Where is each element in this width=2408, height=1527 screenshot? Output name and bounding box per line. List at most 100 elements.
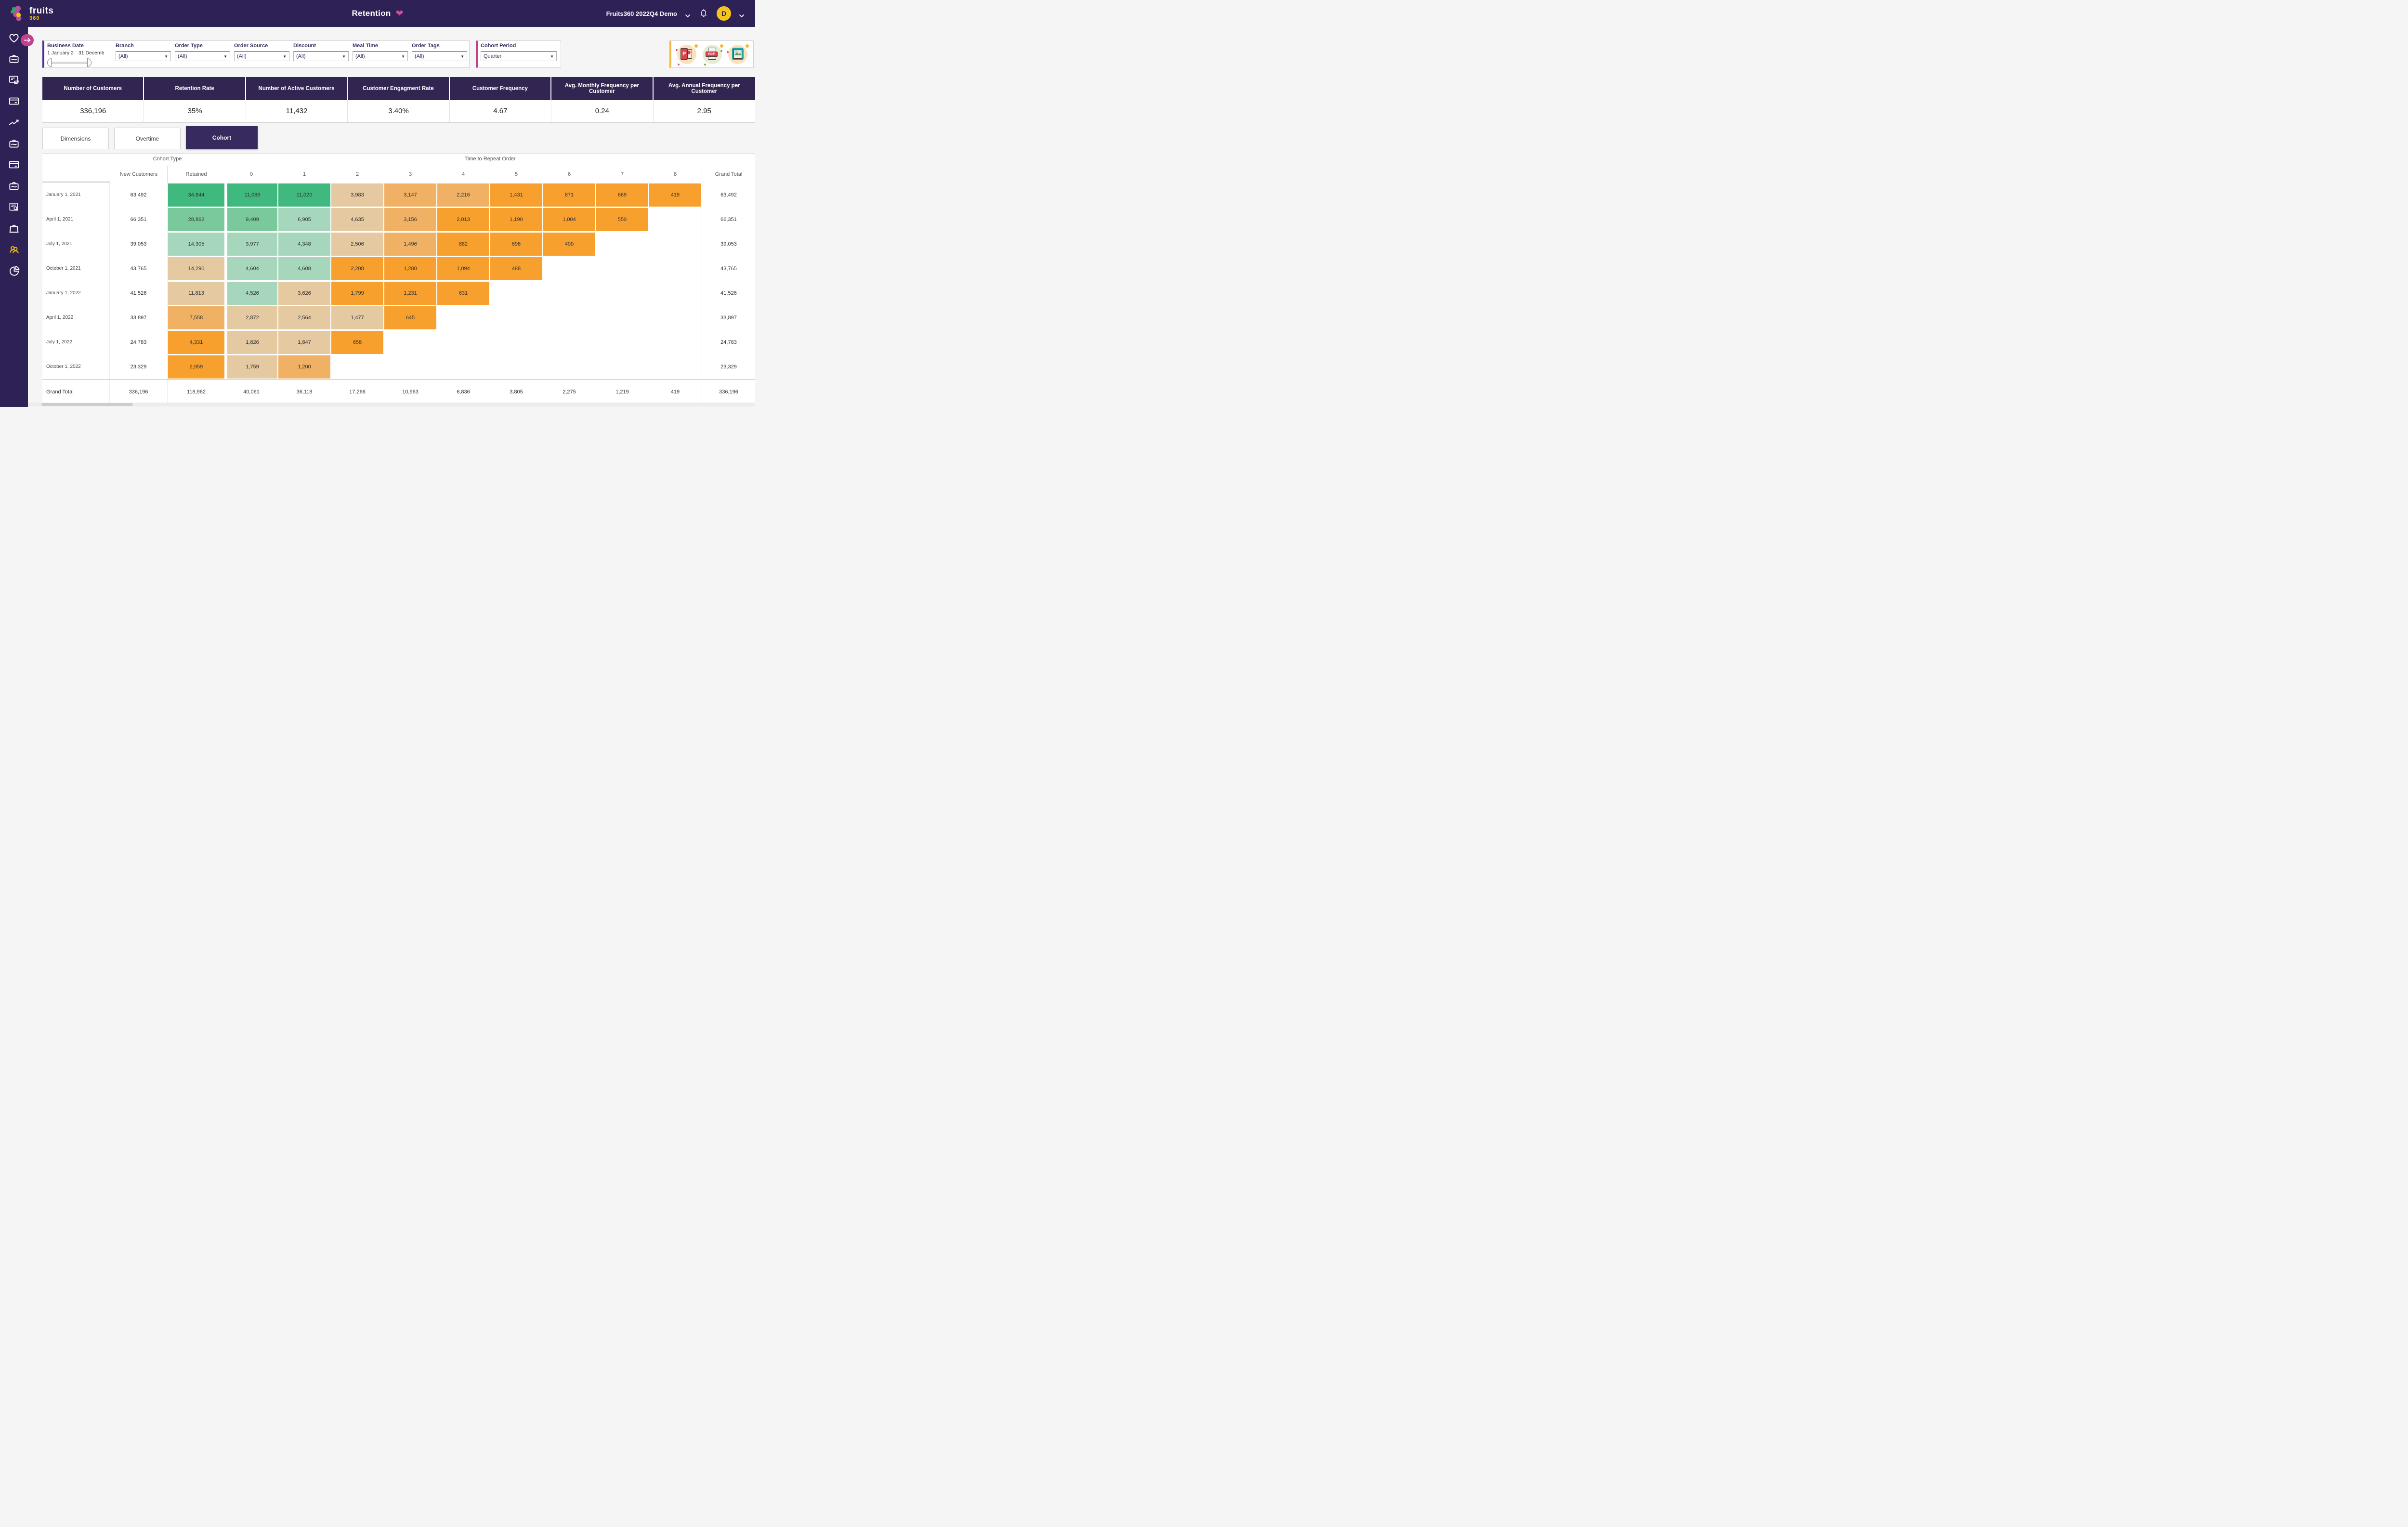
filter-select-order-source[interactable]: (All) ▼ xyxy=(234,51,289,61)
horizontal-scrollbar[interactable] xyxy=(28,403,755,406)
cohort-chip[interactable]: 4,608 xyxy=(278,257,330,280)
cohort-chip[interactable]: 696 xyxy=(490,232,542,256)
grand-total-label: Grand Total xyxy=(42,380,110,404)
tab-cohort[interactable]: Cohort xyxy=(186,126,258,149)
cohort-chip[interactable]: 4,526 xyxy=(227,281,277,305)
filter-select-order-tags[interactable]: (All) ▼ xyxy=(412,51,467,61)
sidebar-item-sales[interactable] xyxy=(0,133,28,154)
cohort-chip[interactable]: 1,496 xyxy=(384,232,436,256)
cohort-chip[interactable]: 4,604 xyxy=(227,257,277,280)
sidebar-item-billing[interactable] xyxy=(0,154,28,175)
sidebar-item-products[interactable] xyxy=(0,175,28,196)
retained-chip[interactable]: 2,959 xyxy=(168,355,224,378)
grand-total-cohort-2: 17,266 xyxy=(349,389,366,395)
cohort-chip[interactable]: 631 xyxy=(437,281,489,305)
retained-chip[interactable]: 14,290 xyxy=(168,257,224,280)
retained-cell: 14,290 xyxy=(168,256,225,281)
sidebar-item-orders[interactable] xyxy=(0,48,28,69)
cohort-chip[interactable]: 1,477 xyxy=(331,306,383,329)
cohort-chip[interactable]: 400 xyxy=(543,232,595,256)
export-image-button[interactable] xyxy=(726,43,749,65)
filter-value: (All) xyxy=(118,53,128,59)
retained-chip[interactable]: 11,813 xyxy=(168,281,224,305)
sidebar-item-segments[interactable] xyxy=(0,260,28,281)
filter-select-branch[interactable]: (All) ▼ xyxy=(116,51,171,61)
cohort-chip[interactable]: 488 xyxy=(490,257,542,280)
cohort-cell-7: 669 xyxy=(596,183,649,207)
cohort-chip[interactable]: 2,564 xyxy=(278,306,330,329)
cohort-chip[interactable]: 6,905 xyxy=(278,208,330,231)
cohort-chip[interactable]: 1,799 xyxy=(331,281,383,305)
cohort-chip[interactable]: 3,147 xyxy=(384,183,436,207)
retained-chip[interactable]: 34,844 xyxy=(168,183,224,207)
account-selector[interactable]: Fruits360 2022Q4 Demo xyxy=(606,10,677,17)
cohort-chip[interactable]: 3,977 xyxy=(227,232,277,256)
cohort-cell-8 xyxy=(649,232,702,256)
sidebar-item-trends[interactable] xyxy=(0,112,28,133)
cohort-period-select[interactable]: Quarter ▼ xyxy=(481,51,557,61)
notifications-bell-icon[interactable] xyxy=(698,8,709,19)
cohort-chip[interactable]: 1,094 xyxy=(437,257,489,280)
cohort-cell-7: 550 xyxy=(596,207,649,232)
cohort-chip[interactable]: 2,208 xyxy=(331,257,383,280)
sidebar-item-favorites[interactable] xyxy=(0,27,28,48)
scrollbar-thumb[interactable] xyxy=(41,403,133,406)
slider-handle-start[interactable] xyxy=(47,58,52,67)
cohort-chip[interactable]: 658 xyxy=(331,330,383,354)
retained-chip[interactable]: 14,305 xyxy=(168,232,224,256)
cohort-chip[interactable]: 871 xyxy=(543,183,595,207)
cohort-chip[interactable]: 2,506 xyxy=(331,232,383,256)
new-customers-value: 39,053 xyxy=(110,232,168,256)
cohort-chip[interactable]: 2,013 xyxy=(437,208,489,231)
cohort-chip[interactable]: 9,409 xyxy=(227,208,277,231)
chevron-down-icon[interactable] xyxy=(685,12,691,18)
sidebar-expand-button[interactable] xyxy=(21,34,34,46)
sidebar-item-payments[interactable] xyxy=(0,91,28,112)
cohort-chip[interactable]: 11,088 xyxy=(227,183,277,207)
cohort-chip[interactable]: 419 xyxy=(649,183,701,207)
filter-select-discount[interactable]: (All) ▼ xyxy=(293,51,349,61)
retained-chip[interactable]: 7,558 xyxy=(168,306,224,329)
cohort-chip[interactable]: 1,847 xyxy=(278,330,330,354)
cohort-chip[interactable]: 3,626 xyxy=(278,281,330,305)
tab-dimensions[interactable]: Dimensions xyxy=(42,128,109,149)
cohort-chip[interactable]: 1,288 xyxy=(384,257,436,280)
cohort-chip[interactable]: 1,431 xyxy=(490,183,542,207)
cohort-chip[interactable]: 1,759 xyxy=(227,355,277,378)
sidebar-item-basket[interactable] xyxy=(0,218,28,239)
retained-chip[interactable]: 28,862 xyxy=(168,208,224,231)
export-pdf-button[interactable]: PDF xyxy=(701,43,723,65)
dropdown-caret-icon: ▼ xyxy=(460,54,464,59)
cohort-chip[interactable]: 2,872 xyxy=(227,306,277,329)
cohort-chip[interactable]: 4,348 xyxy=(278,232,330,256)
cohort-chip[interactable]: 11,020 xyxy=(278,183,330,207)
cohort-chip[interactable]: 2,216 xyxy=(437,183,489,207)
cohort-chip[interactable]: 882 xyxy=(437,232,489,256)
cohort-chip[interactable]: 3,983 xyxy=(331,183,383,207)
retained-chip[interactable]: 4,331 xyxy=(168,330,224,354)
cohort-chip[interactable]: 1,200 xyxy=(278,355,330,378)
cohort-chip[interactable]: 1,004 xyxy=(543,208,595,231)
cohort-chip[interactable]: 1,231 xyxy=(384,281,436,305)
row-label: January 1, 2021 xyxy=(42,183,110,207)
cohort-chip[interactable]: 669 xyxy=(596,183,648,207)
cohort-chip[interactable]: 4,635 xyxy=(331,208,383,231)
sidebar-item-customers[interactable] xyxy=(0,239,28,260)
cohort-cell-8 xyxy=(649,330,702,354)
cohort-chip[interactable]: 3,156 xyxy=(384,208,436,231)
cohort-chip[interactable]: 550 xyxy=(596,208,648,231)
cohort-chip[interactable]: 645 xyxy=(384,306,436,329)
export-powerpoint-button[interactable]: P xyxy=(676,43,698,65)
sidebar-item-order-lookup[interactable] xyxy=(0,196,28,218)
filter-select-meal-time[interactable]: (All) ▼ xyxy=(353,51,408,61)
slider-handle-end[interactable] xyxy=(87,58,92,67)
cohort-chip[interactable]: 1,190 xyxy=(490,208,542,231)
sidebar-item-order-review[interactable] xyxy=(0,69,28,91)
kpi-value: 11,432 xyxy=(246,100,348,123)
chevron-down-icon[interactable] xyxy=(739,12,745,18)
filter-select-order-type[interactable]: (All) ▼ xyxy=(175,51,230,61)
kpi-label: Avg. Monthly Frequency per Customer xyxy=(551,77,654,100)
avatar[interactable]: D xyxy=(717,6,731,21)
cohort-chip[interactable]: 1,826 xyxy=(227,330,277,354)
tab-overtime[interactable]: Overtime xyxy=(114,128,181,149)
